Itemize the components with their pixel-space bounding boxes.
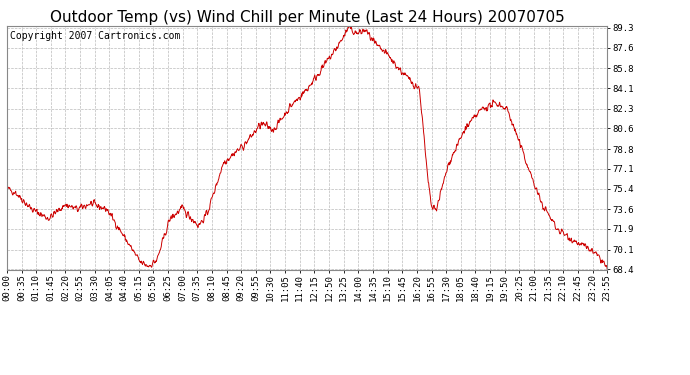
Text: Copyright 2007 Cartronics.com: Copyright 2007 Cartronics.com	[10, 31, 180, 41]
Title: Outdoor Temp (vs) Wind Chill per Minute (Last 24 Hours) 20070705: Outdoor Temp (vs) Wind Chill per Minute …	[50, 10, 564, 25]
